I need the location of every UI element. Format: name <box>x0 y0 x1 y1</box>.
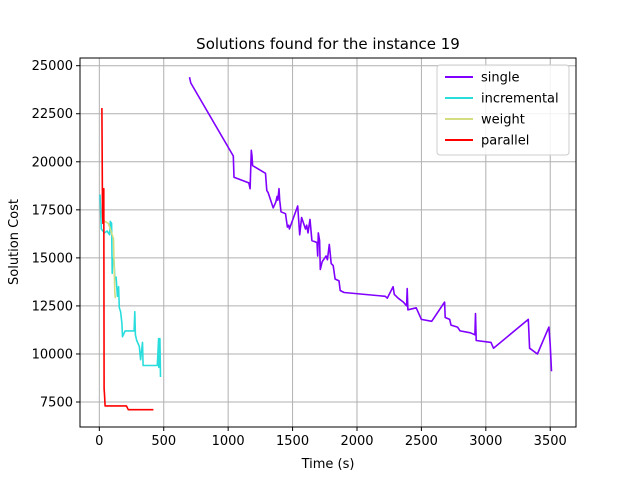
y-tick-label: 15000 <box>32 251 73 266</box>
x-tick-label: 500 <box>151 434 176 449</box>
y-axis: 7500 10000 12500 15000 17500 20000 22500 25000 <box>32 59 80 411</box>
series-line-parallel <box>101 107 154 411</box>
y-tick-label: 10000 <box>32 347 73 362</box>
y-tick-label: 7500 <box>40 396 73 411</box>
y-tick-label: 12500 <box>32 299 73 314</box>
plot-frame <box>79 57 577 428</box>
y-tick-label: 25000 <box>32 59 73 74</box>
series-line-single <box>188 77 553 372</box>
x-tick-label: 3500 <box>534 434 567 449</box>
legend: single incremental weight parallel <box>436 64 570 156</box>
legend-label-incremental: incremental <box>481 92 559 107</box>
x-tick-label: 3000 <box>469 434 502 449</box>
x-tick-label: 2500 <box>405 434 438 449</box>
x-axis: 0 500 1000 1500 2000 2500 3000 3500 <box>95 427 567 449</box>
x-axis-label: Time (s) <box>301 457 355 472</box>
x-tick-label: 0 <box>95 434 103 449</box>
series-layer <box>99 77 553 411</box>
y-tick-label: 22500 <box>32 107 73 122</box>
series-line-incremental <box>99 194 162 378</box>
chart-title: Solutions found for the instance 19 <box>196 35 460 53</box>
x-tick-label: 1500 <box>276 434 309 449</box>
y-tick-label: 17500 <box>32 203 73 218</box>
y-axis-label: Solution Cost <box>7 199 22 285</box>
legend-box <box>436 64 570 156</box>
legend-label-parallel: parallel <box>481 134 529 149</box>
x-tick-label: 2000 <box>340 434 373 449</box>
legend-label-single: single <box>481 71 520 86</box>
legend-label-weight: weight <box>481 113 525 128</box>
y-tick-label: 20000 <box>32 155 73 170</box>
x-tick-label: 1000 <box>212 434 245 449</box>
